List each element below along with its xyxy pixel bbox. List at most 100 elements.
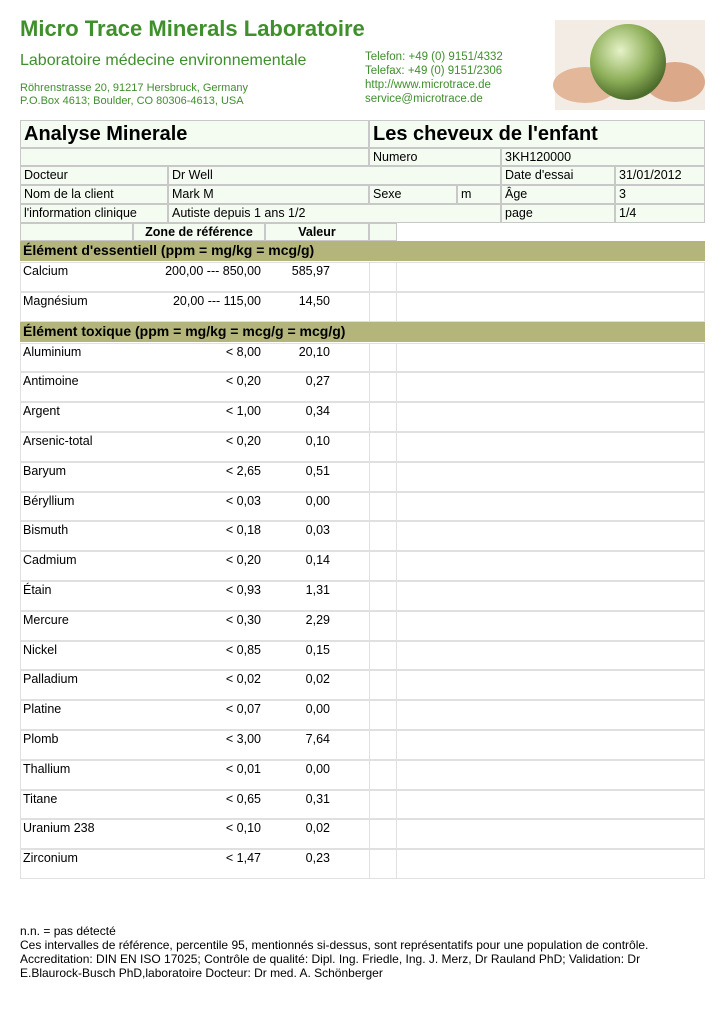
cell: 3 [615,185,705,204]
contact: Telefon: +49 (0) 9151/4332 [365,51,503,63]
reference-range: 20,00 --- 115,00 [172,293,261,308]
cell: page [501,204,615,223]
row-box [20,670,705,701]
reference-range: < 0,93 [225,583,261,597]
cell [20,148,369,166]
element-name: Étain [23,583,52,597]
arrow-box [369,432,397,462]
contact: Telefax: +49 (0) 9151/2306 [365,65,503,77]
element-name: Arsenic-total [23,434,93,448]
cell: Âge [501,185,615,204]
arrow-box [369,291,397,322]
element-name: Uranium 238 [23,821,95,836]
element-name: Plomb [23,732,59,746]
row-box [20,819,705,850]
cell: Valeur [265,223,369,241]
cell: m [457,185,501,204]
value: 0,00 [305,761,330,776]
arrow-box [369,461,397,492]
value: 0,02 [305,672,330,687]
footnote: Ces intervalles de référence, percentile… [20,938,649,952]
cell: 1/4 [615,204,705,223]
section-header: Élément toxique (ppm = mg/kg = mcg/g = m… [20,321,705,342]
cell: 3KH120000 [501,148,705,166]
element-name: Zirconium [23,851,78,866]
element-name: Cadmium [23,553,77,568]
cell: Analyse Minerale [20,120,369,148]
row-box [20,461,705,492]
reference-range: < 1,47 [225,851,261,866]
reference-range: < 0,20 [225,434,261,448]
cell: l'information clinique [20,204,168,223]
reference-range: < 2,65 [225,463,261,478]
arrow-box [369,581,397,611]
reference-range: < 0,20 [225,553,261,568]
element-name: Béryllium [23,493,75,508]
value: 0,15 [305,642,330,657]
lab-subtitle: Laboratoire médecine environnementale [20,52,307,69]
arrow-box [369,670,397,701]
reference-range: < 0,65 [225,791,261,806]
element-name: Mercure [23,612,69,627]
value: 0,03 [305,523,330,538]
value: 0,14 [305,553,330,568]
element-name: Argent [23,404,60,419]
value: 14,50 [298,293,330,308]
arrow-box [369,402,397,432]
element-name: Magnésium [23,293,88,308]
arrow-box [369,521,397,552]
value: 0,00 [305,493,330,508]
arrow-box [369,640,397,671]
arrow-box [369,819,397,850]
row-box [20,730,705,760]
arrow-box [369,610,397,641]
arrow-box [369,849,397,879]
cell: Docteur [20,166,168,185]
cell: Nom de la client [20,185,168,204]
value: 0,10 [305,434,330,448]
row-box [20,789,705,820]
cell: Sexe [369,185,457,204]
element-name: Thallium [23,761,71,776]
reference-range: < 0,03 [225,493,261,508]
row-box [20,342,705,373]
row-box [20,521,705,552]
value: 0,27 [305,374,330,389]
row-box [20,759,705,790]
arrow-box [369,372,397,403]
reference-range: < 1,00 [225,404,261,419]
cell: Date d'essai [501,166,615,185]
address: Röhrenstrasse 20, 91217 Hersbruck, Germa… [20,82,249,94]
row-box [20,432,705,462]
cell: Les cheveux de l'enfant [369,120,705,148]
reference-range: < 0,85 [225,642,261,657]
cell [369,223,397,241]
row-box [20,610,705,641]
arrow-box [369,551,397,581]
value: 0,02 [305,821,330,836]
row-box [20,581,705,611]
element-name: Palladium [23,672,78,687]
value: 0,34 [305,404,330,419]
cell: Mark M [168,185,369,204]
reference-range: < 8,00 [225,344,261,359]
value: 0,31 [305,791,330,806]
reference-range: < 0,07 [225,702,261,717]
row-box [20,262,705,292]
address: P.O.Box 4613; Boulder, CO 80306-4613, US… [20,95,244,107]
value: 7,64 [305,732,330,746]
reference-range: < 0,20 [225,374,261,389]
row-box [20,372,705,403]
reference-range: < 3,00 [225,732,261,746]
arrow-box [369,700,397,730]
cell: Dr Well [168,166,501,185]
arrow-box [369,491,397,522]
element-name: Nickel [23,642,58,657]
footnote: Accreditation: DIN EN ISO 17025; Contrôl… [20,952,641,980]
value: 585,97 [291,264,330,278]
cell: 31/01/2012 [615,166,705,185]
reference-range: < 0,02 [225,672,261,687]
value: 0,51 [305,463,330,478]
row-box [20,640,705,671]
reference-range: < 0,18 [225,523,261,538]
